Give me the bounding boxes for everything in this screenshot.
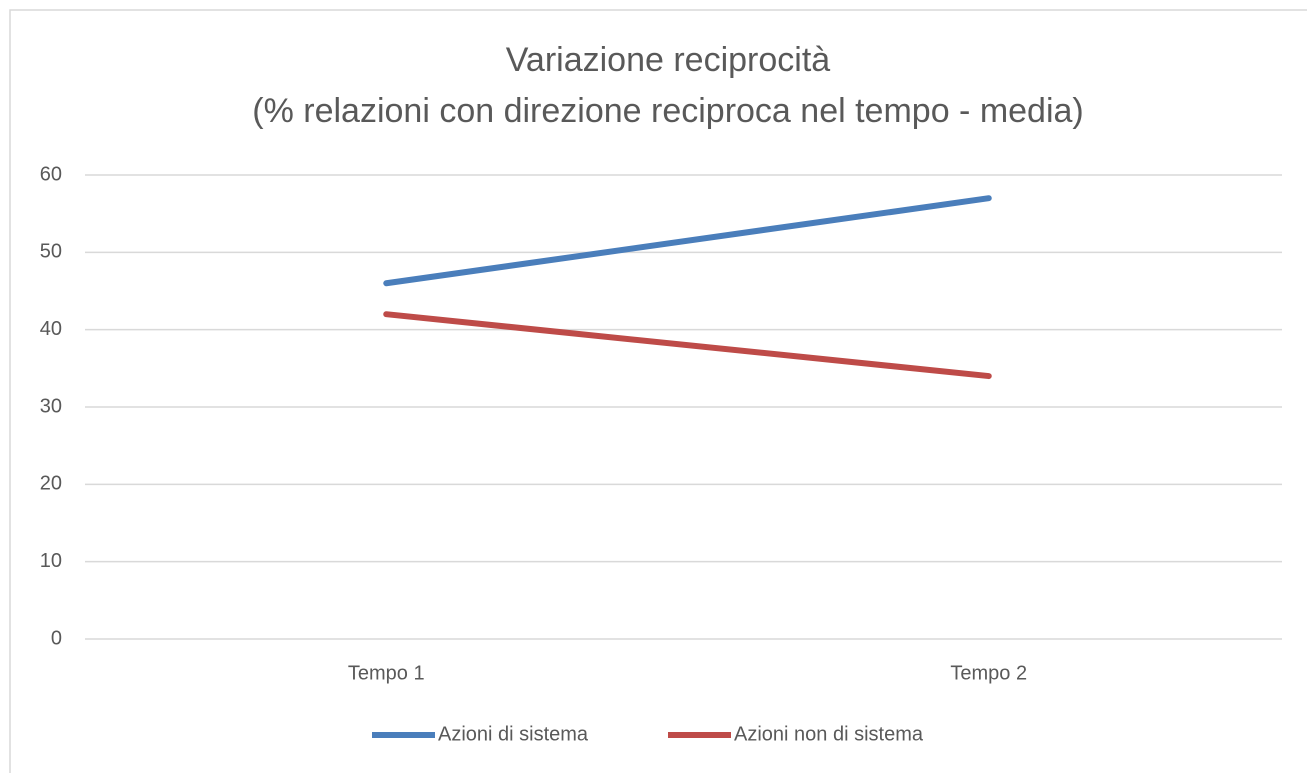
chart-border [9, 9, 1307, 773]
y-tick-label: 30 [40, 395, 62, 417]
y-tick-label: 60 [40, 163, 62, 185]
chart-subtitle: (% relazioni con direzione reciproca nel… [252, 92, 1084, 130]
y-tick-label: 10 [40, 550, 62, 572]
y-tick-label: 40 [40, 318, 62, 340]
chart-title: Variazione reciprocità [506, 41, 831, 79]
x-tick-label: Tempo 1 [348, 662, 425, 684]
y-tick-label: 20 [40, 473, 62, 495]
legend-label: Azioni non di sistema [734, 723, 924, 745]
x-tick-label: Tempo 2 [950, 662, 1027, 684]
y-tick-label: 50 [40, 241, 62, 263]
series-line [383, 311, 992, 380]
y-tick-label: 0 [51, 627, 62, 649]
series-line [383, 195, 992, 287]
legend-label: Azioni di sistema [438, 723, 589, 745]
